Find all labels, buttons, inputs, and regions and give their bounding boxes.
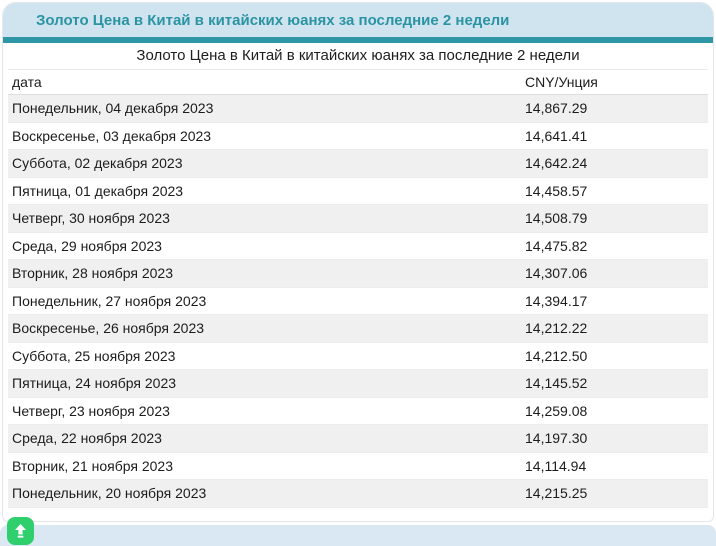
table-row: Понедельник, 04 декабря 2023 14,867.29	[8, 95, 708, 123]
table-caption: Золото Цена в Китай в китайских юанях за…	[8, 43, 708, 70]
date-cell: Понедельник, 20 ноября 2023	[12, 485, 207, 502]
date-cell: Суббота, 25 ноября 2023	[12, 347, 176, 364]
date-cell: Воскресенье, 26 ноября 2023	[12, 320, 205, 337]
table-row: Понедельник, 20 ноября 2023 14,215.25	[8, 480, 708, 508]
table-row: Суббота, 25 ноября 2023 14,212.50	[8, 343, 708, 370]
table-row: Пятница, 01 декабря 2023 14,458.57	[8, 178, 708, 205]
price-cell: 14,307.06	[525, 265, 588, 282]
price-cell: 14,212.22	[525, 320, 588, 337]
table-body: Понедельник, 04 декабря 2023 14,867.29 В…	[8, 95, 708, 508]
table-row: Пятница, 24 ноября 2023 14,145.52	[8, 370, 708, 398]
column-header-date: дата	[12, 74, 42, 90]
date-cell: Четверг, 30 ноября 2023	[12, 210, 170, 227]
price-table: Золото Цена в Китай в китайских юанях за…	[8, 43, 708, 508]
price-cell: 14,508.79	[525, 210, 588, 227]
date-cell: Вторник, 21 ноября 2023	[12, 457, 173, 474]
gold-price-widget-card: Золото Цена в Китай в китайских юанях за…	[2, 2, 714, 522]
table-row: Воскресенье, 03 декабря 2023 14,641.41	[8, 123, 708, 150]
table-row: Воскресенье, 26 ноября 2023 14,212.22	[8, 315, 708, 343]
date-cell: Вторник, 28 ноября 2023	[12, 265, 173, 282]
price-cell: 14,458.57	[525, 182, 588, 199]
date-cell: Пятница, 24 ноября 2023	[12, 375, 177, 392]
price-cell: 14,145.52	[525, 375, 588, 392]
date-cell: Четверг, 23 ноября 2023	[12, 402, 170, 419]
widget-titlebar: Золото Цена в Китай в китайских юанях за…	[3, 3, 713, 37]
footer-bar	[0, 525, 716, 546]
date-cell: Пятница, 01 декабря 2023	[12, 182, 184, 199]
price-cell: 14,641.41	[525, 127, 588, 144]
table-header-row: дата CNY/Унция	[8, 70, 708, 95]
table-row: Четверг, 23 ноября 2023 14,259.08	[8, 398, 708, 425]
price-cell: 14,642.24	[525, 155, 588, 172]
price-cell: 14,867.29	[525, 100, 588, 117]
price-cell: 14,475.82	[525, 237, 588, 254]
price-cell: 14,259.08	[525, 402, 588, 419]
table-row: Вторник, 28 ноября 2023 14,307.06	[8, 260, 708, 288]
table-row: Суббота, 02 декабря 2023 14,642.24	[8, 150, 708, 178]
table-row: Понедельник, 27 ноября 2023 14,394.17	[8, 288, 708, 315]
date-cell: Среда, 22 ноября 2023	[12, 430, 162, 447]
date-cell: Среда, 29 ноября 2023	[12, 237, 162, 254]
accent-strip	[3, 37, 713, 43]
table-row: Вторник, 21 ноября 2023 14,114.94	[8, 453, 708, 480]
price-cell: 14,215.25	[525, 485, 588, 502]
scroll-to-top-button[interactable]	[7, 517, 34, 545]
price-cell: 14,114.94	[525, 457, 587, 474]
price-cell: 14,197.30	[525, 430, 588, 447]
price-cell: 14,212.50	[525, 347, 588, 364]
date-cell: Суббота, 02 декабря 2023	[12, 155, 183, 172]
table-row: Среда, 22 ноября 2023 14,197.30	[8, 425, 708, 453]
widget-title: Золото Цена в Китай в китайских юанях за…	[36, 11, 510, 29]
date-cell: Воскресенье, 03 декабря 2023	[12, 127, 212, 144]
column-header-price: CNY/Унция	[525, 74, 598, 90]
date-cell: Понедельник, 27 ноября 2023	[12, 292, 207, 309]
table-row: Среда, 29 ноября 2023 14,475.82	[8, 233, 708, 260]
date-cell: Понедельник, 04 декабря 2023	[12, 100, 214, 117]
arrow-up-icon	[14, 524, 27, 538]
price-cell: 14,394.17	[525, 292, 588, 309]
table-row: Четверг, 30 ноября 2023 14,508.79	[8, 205, 708, 233]
